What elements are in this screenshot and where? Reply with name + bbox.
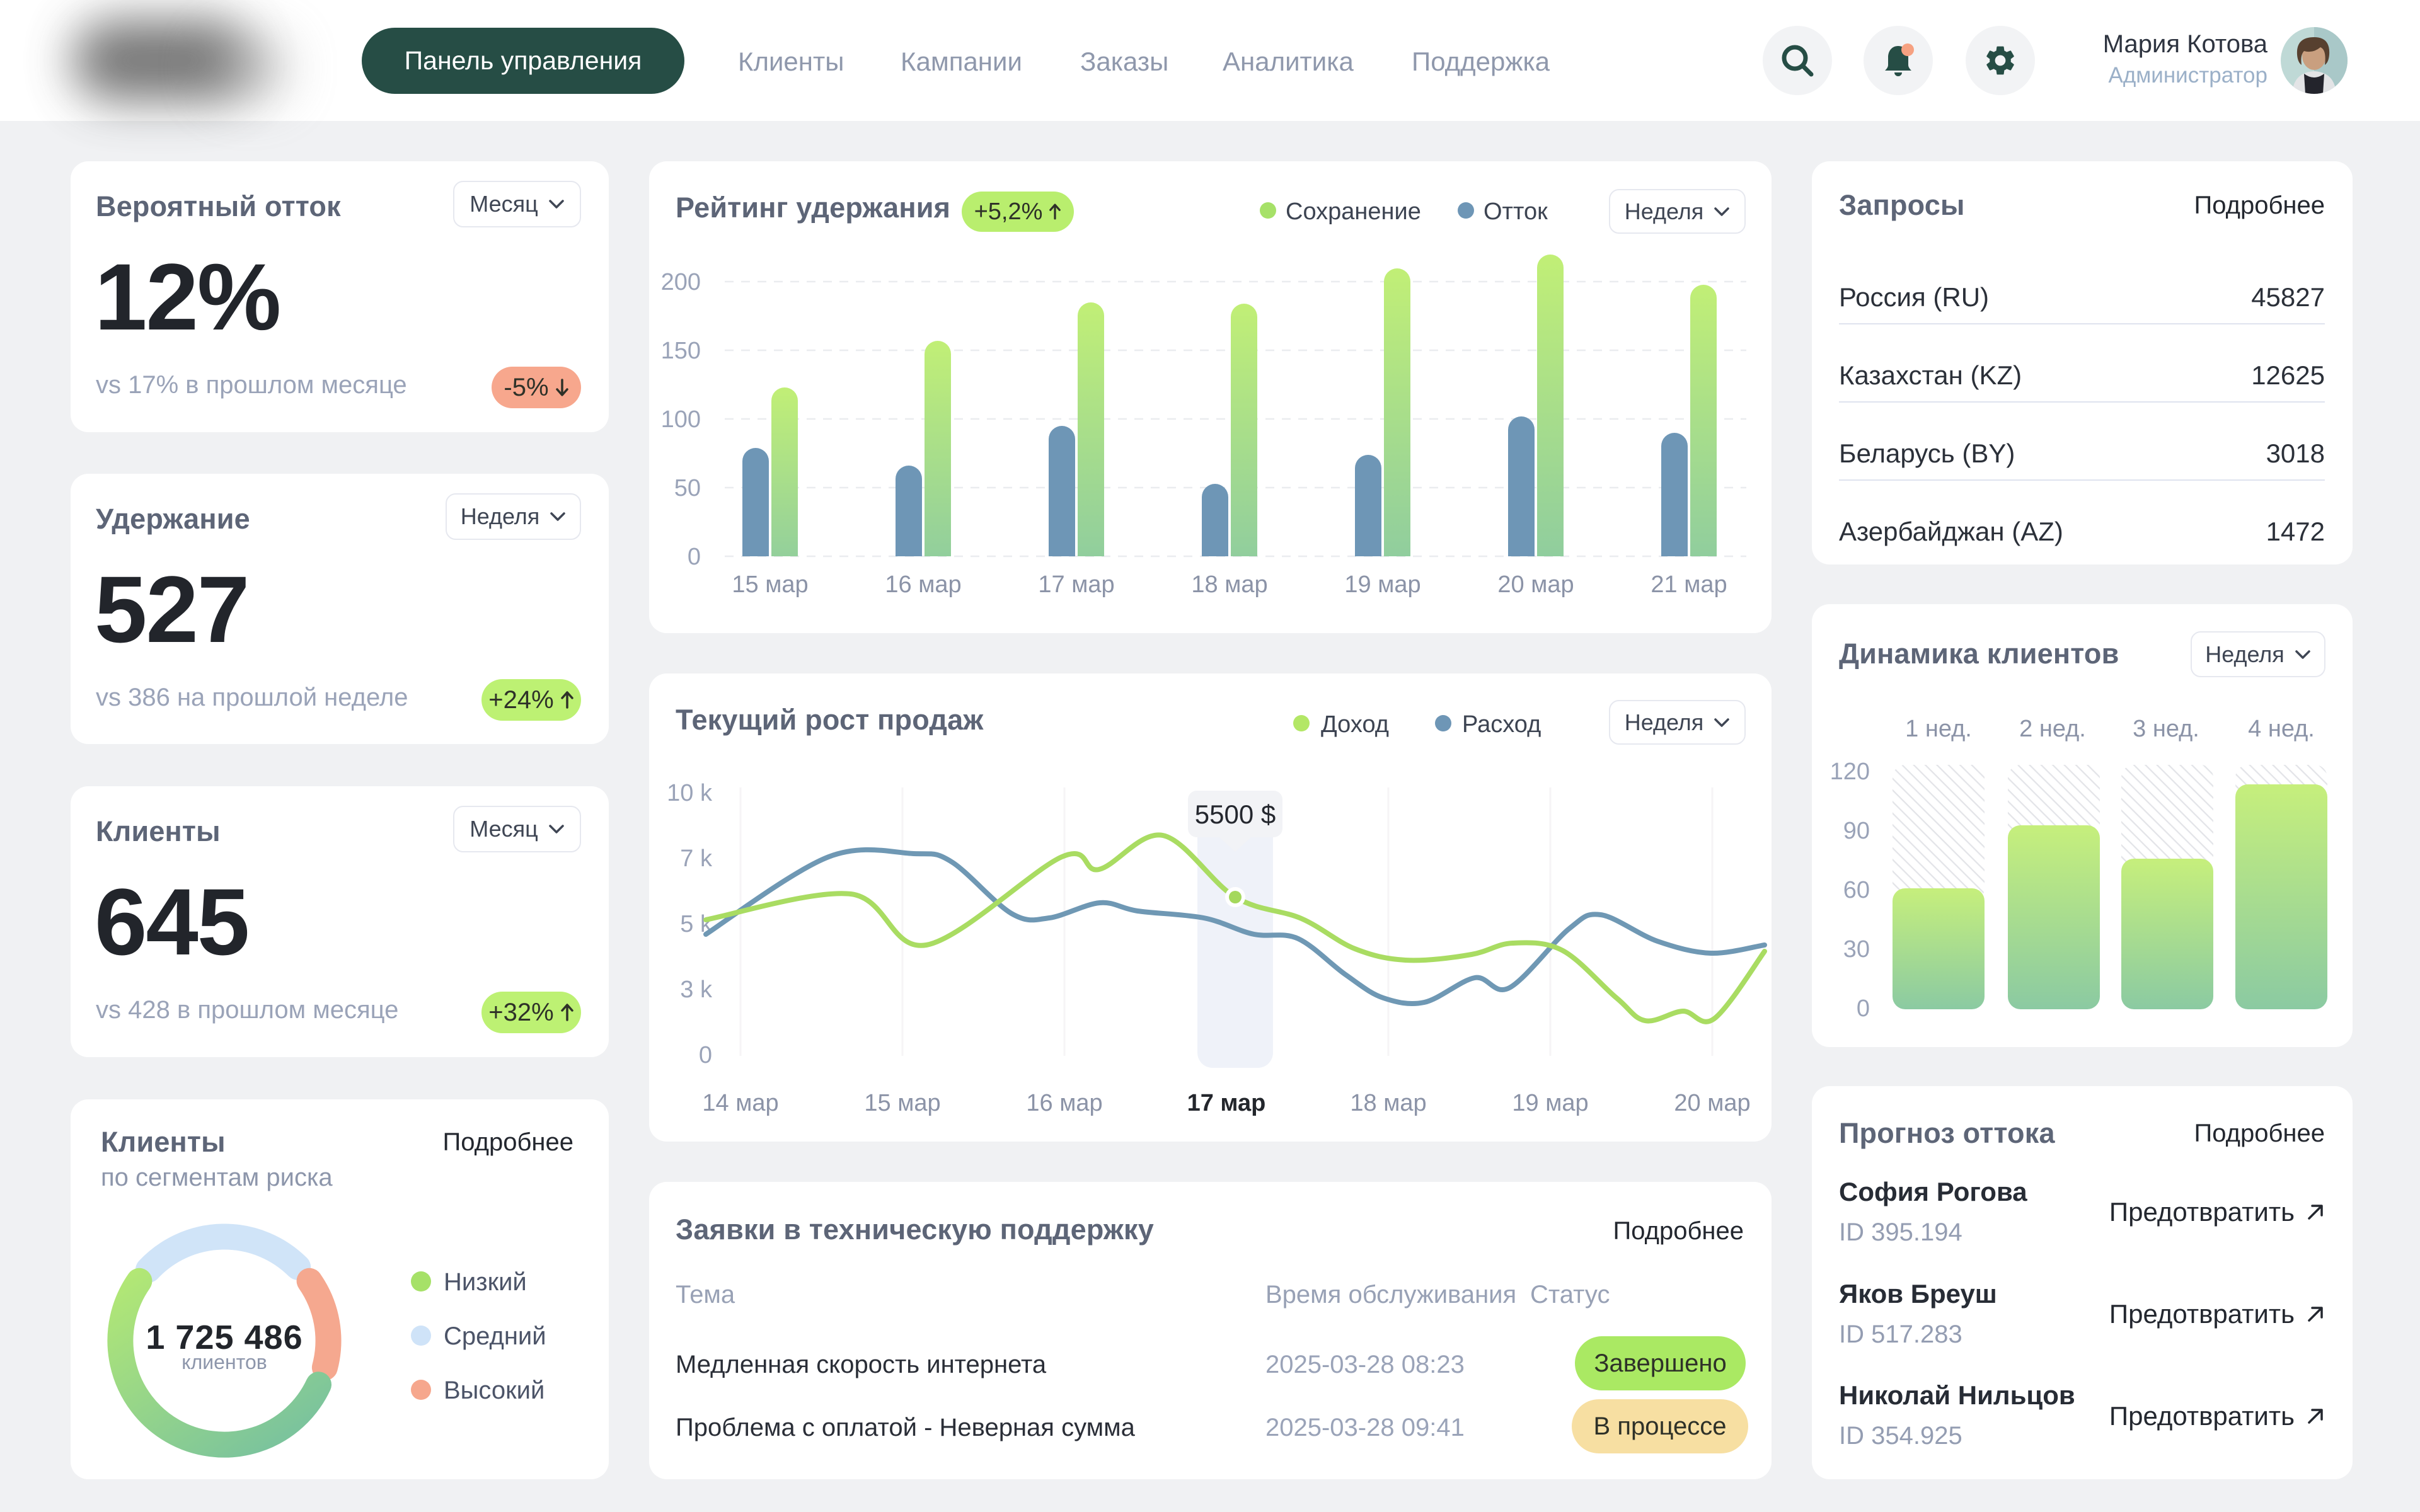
svg-text:1 725 486: 1 725 486 bbox=[146, 1319, 302, 1356]
svg-text:Сохранение: Сохранение bbox=[1286, 198, 1421, 225]
svg-text:3 нед.: 3 нед. bbox=[2133, 716, 2199, 742]
svg-text:3 k: 3 k bbox=[680, 976, 713, 1003]
svg-text:16 мар: 16 мар bbox=[1026, 1090, 1102, 1116]
svg-text:Доход: Доход bbox=[1321, 711, 1389, 738]
svg-text:Отток: Отток bbox=[1484, 198, 1548, 225]
svg-text:150: 150 bbox=[661, 338, 701, 364]
svg-text:14 мар: 14 мар bbox=[702, 1090, 778, 1116]
svg-text:120: 120 bbox=[1830, 759, 1870, 785]
svg-text:2 нед.: 2 нед. bbox=[2019, 716, 2086, 742]
svg-text:20 мар: 20 мар bbox=[1674, 1090, 1750, 1116]
svg-text:30: 30 bbox=[1843, 936, 1870, 963]
svg-text:100: 100 bbox=[661, 406, 701, 433]
svg-text:18 мар: 18 мар bbox=[1191, 571, 1267, 598]
svg-text:20 мар: 20 мар bbox=[1497, 571, 1574, 598]
svg-text:17 мар: 17 мар bbox=[1187, 1090, 1266, 1116]
svg-text:7 k: 7 k bbox=[680, 845, 713, 872]
svg-text:200: 200 bbox=[661, 269, 701, 295]
svg-text:5500 $: 5500 $ bbox=[1195, 799, 1276, 829]
svg-text:Средний: Средний bbox=[444, 1322, 546, 1350]
svg-text:18 мар: 18 мар bbox=[1350, 1090, 1426, 1116]
svg-text:10 k: 10 k bbox=[667, 780, 713, 806]
svg-text:0: 0 bbox=[688, 544, 701, 570]
svg-text:17 мар: 17 мар bbox=[1038, 571, 1114, 598]
svg-text:90: 90 bbox=[1843, 818, 1870, 844]
svg-text:4 нед.: 4 нед. bbox=[2248, 716, 2315, 742]
svg-text:60: 60 bbox=[1843, 877, 1870, 903]
svg-text:15 мар: 15 мар bbox=[864, 1090, 940, 1116]
svg-text:Расход: Расход bbox=[1462, 711, 1541, 738]
svg-text:21 мар: 21 мар bbox=[1651, 571, 1727, 598]
svg-text:Высокий: Высокий bbox=[444, 1377, 544, 1404]
svg-text:клиентов: клиентов bbox=[182, 1351, 267, 1373]
svg-text:15 мар: 15 мар bbox=[732, 571, 808, 598]
svg-text:Низкий: Низкий bbox=[444, 1268, 527, 1296]
svg-text:0: 0 bbox=[1857, 995, 1870, 1022]
svg-text:16 мар: 16 мар bbox=[885, 571, 961, 598]
svg-text:1 нед.: 1 нед. bbox=[1905, 716, 1972, 742]
svg-text:19 мар: 19 мар bbox=[1512, 1090, 1588, 1116]
svg-text:0: 0 bbox=[699, 1042, 712, 1068]
svg-text:50: 50 bbox=[674, 475, 701, 501]
svg-text:19 мар: 19 мар bbox=[1344, 571, 1420, 598]
